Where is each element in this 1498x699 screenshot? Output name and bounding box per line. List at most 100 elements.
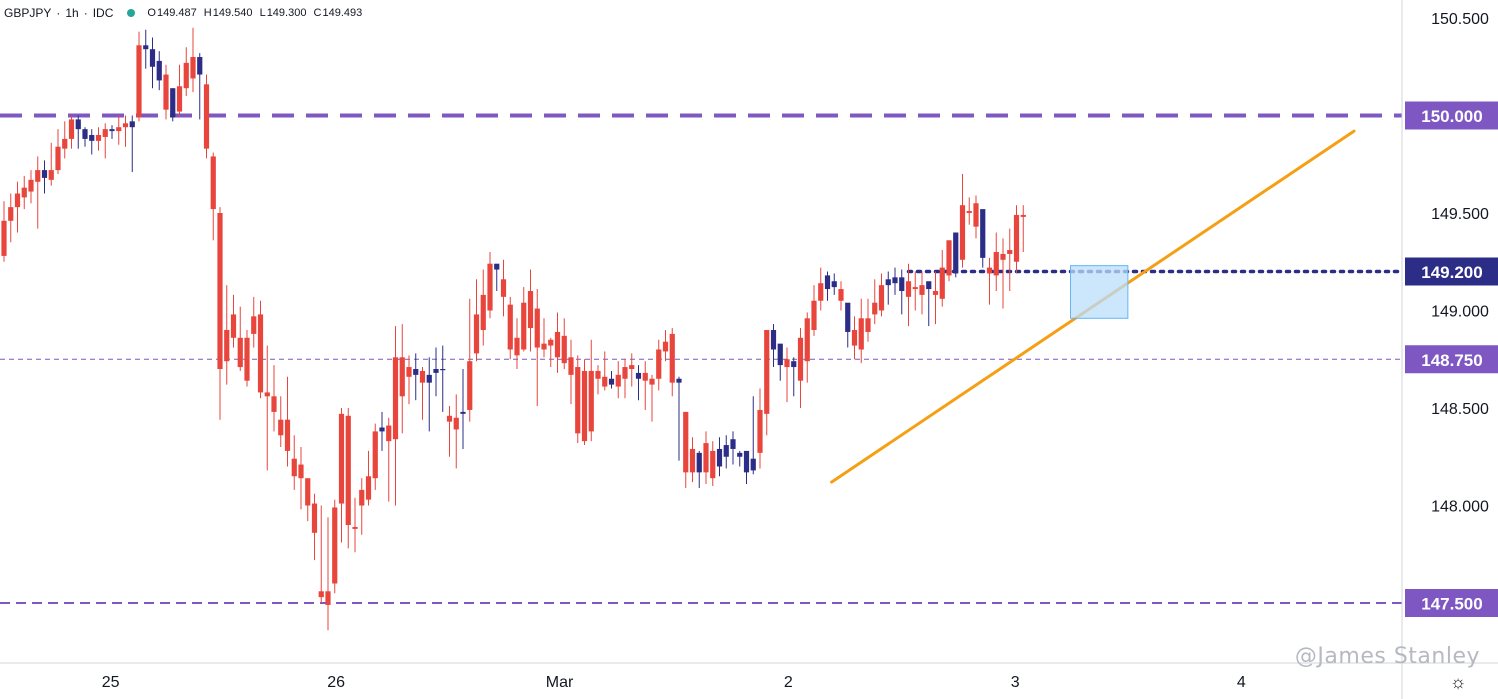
- level-label-box: [1405, 589, 1498, 617]
- candle-body: [986, 267, 993, 274]
- candle: [946, 240, 952, 282]
- level-label-box: [1405, 345, 1498, 374]
- candle-body: [21, 187, 27, 198]
- candle: [784, 347, 790, 403]
- candle-body: [912, 287, 918, 290]
- candle-body: [392, 357, 399, 440]
- candle-body: [622, 367, 628, 379]
- candle: [298, 447, 304, 510]
- candle: [662, 330, 669, 362]
- level-label-text: 150.000: [1421, 107, 1482, 126]
- candle: [197, 53, 203, 120]
- candle-body: [480, 294, 486, 330]
- candle: [818, 267, 824, 311]
- gear-icon[interactable]: ☼: [1449, 672, 1467, 692]
- candle: [28, 170, 34, 204]
- symbol-header[interactable]: GBPJPY · 1h · IDC O149.487 H149.540 L149…: [4, 4, 362, 22]
- candle-body: [102, 129, 108, 137]
- candle-body: [723, 445, 729, 457]
- candle: [649, 374, 655, 422]
- candle-body: [406, 367, 412, 377]
- candle-body: [548, 339, 554, 346]
- level-price-label: 148.750: [1405, 345, 1498, 374]
- interval-label[interactable]: 1h: [65, 6, 79, 20]
- candle-body: [791, 361, 797, 368]
- candle-body: [278, 419, 284, 436]
- candle-body: [446, 415, 453, 422]
- candle: [35, 156, 41, 229]
- candle-body: [656, 349, 662, 379]
- candle-body: [899, 277, 905, 291]
- candle: [176, 64, 183, 118]
- candle: [338, 408, 345, 543]
- candle-body: [41, 170, 48, 178]
- candle-body: [413, 369, 419, 375]
- candle: [318, 505, 324, 603]
- candle: [399, 324, 405, 434]
- candle: [507, 296, 513, 360]
- candle-body: [669, 333, 675, 383]
- candle: [865, 298, 871, 342]
- candle-body: [473, 314, 480, 354]
- candle-body: [804, 318, 810, 362]
- candle-body: [176, 86, 183, 112]
- candle: [1, 201, 7, 262]
- candle-body: [332, 507, 338, 584]
- level-label-text: 148.750: [1421, 351, 1482, 370]
- candle-body: [737, 452, 743, 457]
- candle-body: [271, 396, 277, 412]
- candle: [966, 197, 972, 225]
- candle-body: [190, 57, 196, 79]
- candle-body: [75, 119, 81, 130]
- time-tick-label: 2: [784, 674, 793, 691]
- candle: [224, 285, 230, 385]
- candle: [797, 328, 804, 408]
- candle: [561, 318, 567, 369]
- candle-body: [588, 370, 594, 432]
- candle-body: [629, 365, 635, 369]
- candle: [480, 269, 486, 346]
- candle-body: [1020, 214, 1026, 217]
- candle-body: [460, 411, 466, 414]
- candle-body: [716, 448, 723, 467]
- candle: [534, 289, 540, 407]
- candle-body: [764, 330, 770, 414]
- candle-body: [683, 411, 689, 473]
- candle: [777, 343, 783, 381]
- candle: [365, 450, 372, 506]
- candle-body: [325, 591, 331, 605]
- candle-body: [710, 450, 716, 479]
- candle: [386, 417, 392, 502]
- candle: [811, 285, 817, 336]
- candle: [264, 345, 270, 471]
- candle-body: [845, 302, 851, 332]
- candle-body: [203, 84, 210, 149]
- candle: [1013, 205, 1020, 274]
- candle-body: [858, 318, 864, 350]
- candle: [311, 493, 318, 561]
- candle-body: [143, 45, 149, 50]
- candle: [838, 281, 844, 311]
- candle-body: [163, 74, 169, 110]
- candle-body: [352, 526, 358, 529]
- candle-body: [689, 448, 696, 473]
- candle: [419, 367, 426, 420]
- candle: [885, 271, 891, 305]
- candle: [109, 125, 115, 139]
- source-label: IDC: [92, 6, 114, 20]
- symbol-name[interactable]: GBPJPY: [4, 6, 52, 20]
- candle-body: [757, 409, 763, 453]
- candle-body: [170, 88, 176, 118]
- candle-body: [291, 458, 297, 477]
- candle-body: [777, 343, 783, 366]
- candle: [440, 345, 446, 412]
- candle: [986, 257, 993, 305]
- candle: [217, 207, 223, 420]
- candle: [244, 330, 250, 387]
- candle-body: [230, 314, 237, 338]
- candle-body: [703, 443, 709, 473]
- candle-body: [635, 372, 642, 379]
- candle: [703, 431, 709, 485]
